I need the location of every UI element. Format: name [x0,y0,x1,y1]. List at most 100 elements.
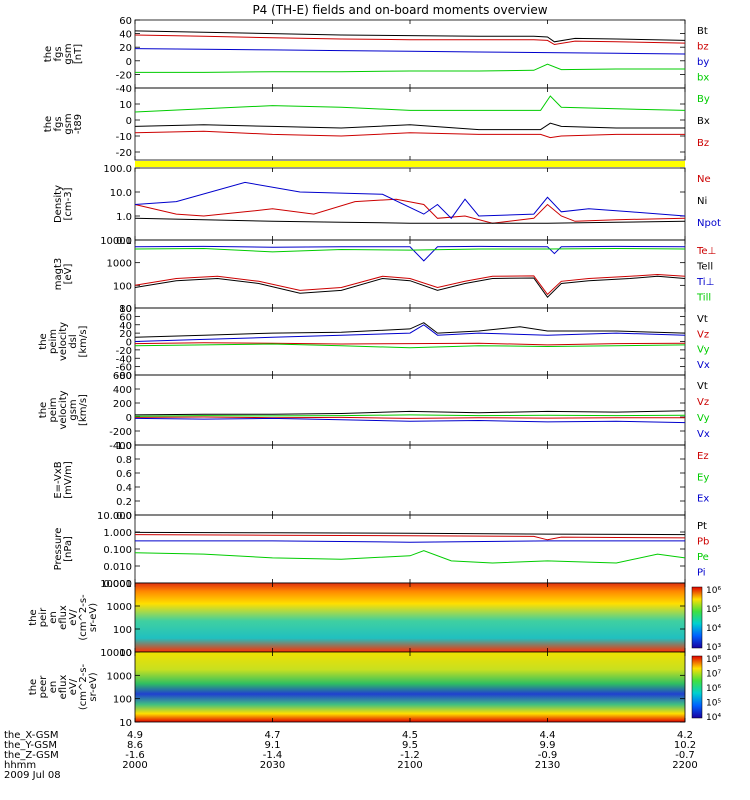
legend-entry: by [697,57,709,68]
y-tick-label: -400 [109,441,132,452]
footer-value: 4.4 [540,730,556,741]
panel-7: 0.0 0.2 0.4 0.6 0.8 1.0 E=-VxB [mV/m] Ez Ey Ex [53,441,709,522]
y-axis-label: magt3 [eV] [53,258,74,291]
colorbar-tick-label: 10⁵ [706,699,721,709]
panel-2 [135,161,685,167]
y-axis-label-line: velocity [58,322,69,361]
colorbar-tick-label: 10⁷ [706,670,721,680]
y-tick-label: 200 [113,399,132,410]
footer-row-label: the_Y-GSM [4,740,57,751]
legend-entry: Pi [697,568,706,579]
y-tick-label: 0.4 [116,483,132,494]
legend-entry: Vz [697,397,709,408]
y-tick-label: 0.100 [103,545,132,556]
y-tick-label: -20 [116,70,132,81]
y-axis-label-line: sr-eV) [88,603,99,632]
y-tick-label: 100 [113,625,132,636]
footer-value: -0.7 [675,750,695,761]
panel-frame [134,307,686,376]
y-tick-label: 10.000 [97,511,132,522]
y-axis-label: Pressure [nPa] [53,528,74,571]
y-tick-label: 0.1 [116,236,132,247]
y-tick-label: 1.0 [116,441,132,452]
legend-entry: By [697,94,710,105]
series-line-Pb [134,534,686,541]
y-tick-label: 80 [119,304,132,315]
legend-entry: Bx [697,116,710,127]
colorbar-tick-label: 10⁵ [706,605,721,615]
colorbar-tick-label: 10⁶ [706,684,721,694]
y-axis-label-line: magt3 [53,258,64,291]
y-axis-label-line: [km/s] [78,394,89,426]
y-tick-label: -200 [109,427,132,438]
y-tick-label: 1.0 [116,212,132,223]
spectrogram-field [135,583,685,652]
y-tick-label: 0.2 [116,497,132,508]
series-line-Pi [135,540,685,543]
panel-frame [134,514,686,584]
y-axis-label-line: peim [48,329,59,354]
y-axis-label-line: gsm [68,399,79,420]
footer-row-label: the_Z-GSM [4,750,59,761]
legend-entry: Ex [697,494,709,505]
y-tick-label: 0.001 [103,579,132,590]
y-tick-label: 100 [113,695,132,706]
y-axis-label: the peer en eflux eV/(cm^2-s-sr-eV) [28,663,99,710]
y-tick-label: 10000 [100,648,132,659]
y-tick-label: 0 [126,413,132,424]
legend-entry: Vz [697,329,709,340]
legend-entry: Bt [697,26,708,37]
y-tick-label: 1000 [107,602,132,613]
series-line-Tell [134,275,686,298]
y-axis-label-line: the [38,333,49,349]
y-tick-label: 10 [119,100,132,111]
footer-group: the_X-GSM 4.9 4.7 4.5 4.4 4.2 the_Y-GSM 8.6 9.1 9… [4,730,698,781]
panel-frame [134,374,686,446]
footer-value: -1.2 [400,750,420,761]
series-line-Bx [134,122,685,131]
y-tick-label: 400 [113,385,132,396]
legend-entry: Tell [696,262,713,273]
y-axis-label-line: the [38,402,49,418]
y-axis-label-line: -t89 [73,114,84,134]
panel-frame [134,19,686,89]
y-tick-label: 0.8 [116,455,132,466]
footer-value: -0.9 [538,750,558,761]
y-tick-label: 10.0 [110,188,132,199]
y-axis-label-line: [nT] [73,44,84,64]
footer-value: 4.2 [677,730,693,741]
footer-date: 2009 Jul 08 [4,770,61,781]
footer-value: 8.6 [127,740,143,751]
legend-entry: Bz [697,138,709,149]
y-tick-label: 0 [126,338,132,349]
series-line-Vz [134,342,686,346]
panel-frame [134,444,686,516]
footer-value: 2000 [122,760,147,771]
y-axis-label-line: [km/s] [78,325,89,357]
series-line-By [134,95,686,113]
legend-entry: Vy [697,345,710,356]
y-axis-label-line: velocity [58,390,69,429]
footer-value: -1.6 [125,750,145,761]
y-tick-label: 0.6 [116,469,132,480]
y-axis-label: the peir en eflux eV/(cm^2-s-sr-eV) [28,594,99,641]
y-axis-label: the peim velocity gsm [km/s] [38,390,89,429]
legend-entry: Vt [697,381,708,392]
y-tick-label: -20 [116,148,132,159]
y-axis-label-line: eflux [58,605,69,630]
legend-entry: Te⊥ [696,246,716,257]
legend-entry: Pt [697,521,707,532]
y-axis-label-line: gsm [63,113,74,134]
series-line-Vt [134,322,686,338]
legend-entry: Ti⊥ [696,277,714,288]
panel-6: -400 -200 0 200 400 600 the peim velocity gsm [km/… [38,371,710,452]
legend-entry: Till [696,293,711,304]
series-line-Ti⊥ [134,245,686,262]
series-line-Vy [134,414,686,417]
y-tick-label: 0.0 [116,511,132,522]
panel-1: -20 -10 0 10 the fgs gsm -t89 By Bx Bz [43,87,710,161]
panel-0: -40 -20 0 20 40 60 the fgs gsm [nT] Bt bz by bx [43,16,709,95]
